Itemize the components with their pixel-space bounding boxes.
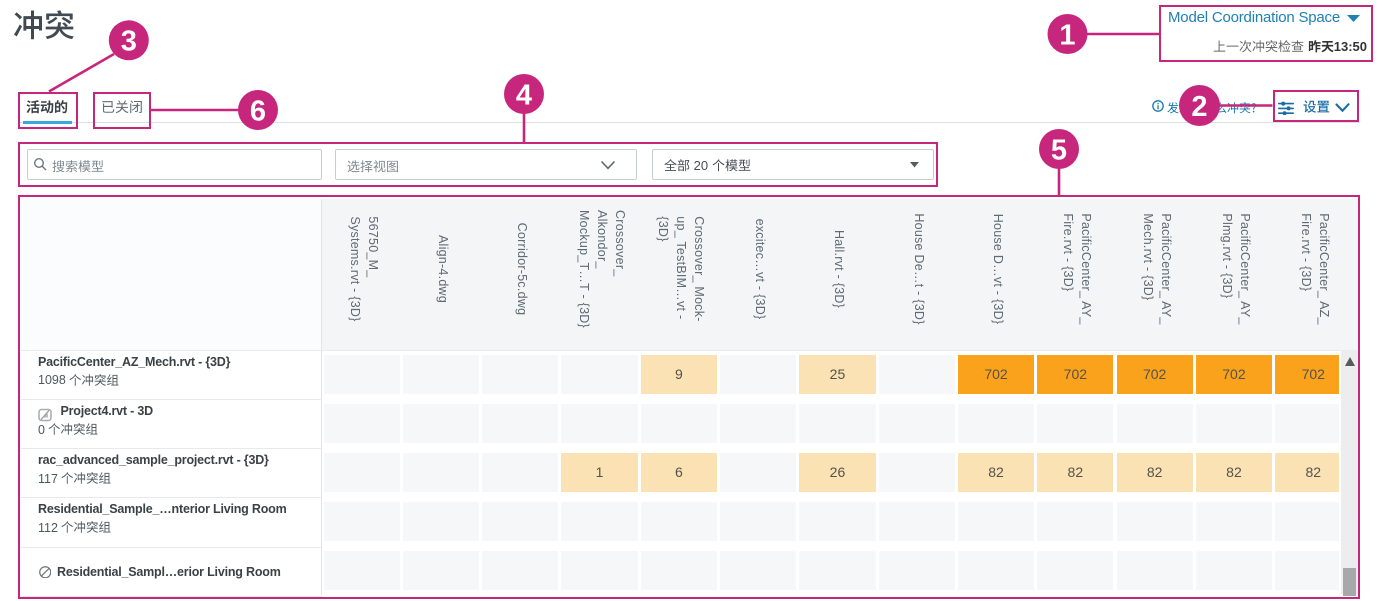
svg-text:3: 3	[121, 26, 137, 58]
svg-text:4: 4	[516, 79, 532, 111]
svg-text:6: 6	[250, 95, 266, 127]
svg-text:2: 2	[1191, 91, 1207, 123]
svg-text:1: 1	[1059, 19, 1075, 51]
svg-text:5: 5	[1051, 134, 1067, 166]
